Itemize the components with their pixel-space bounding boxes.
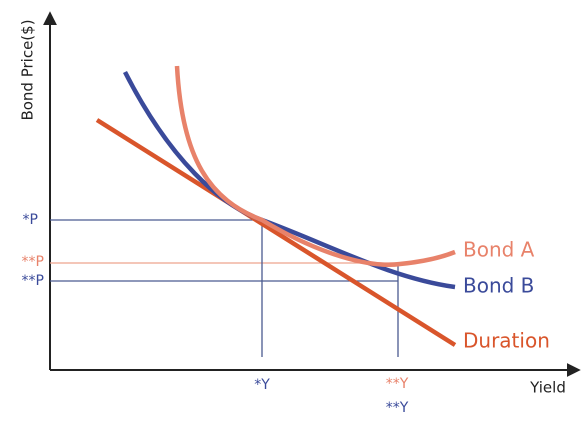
x-axis-label: Yield bbox=[529, 379, 566, 397]
price-label: **P bbox=[22, 273, 44, 289]
price-label: **P bbox=[22, 254, 44, 270]
curve-label: Bond B bbox=[463, 274, 534, 298]
bond-b-curve bbox=[122, 70, 456, 290]
price-label: *P bbox=[23, 212, 38, 228]
yield-label: *Y bbox=[254, 377, 270, 393]
duration-line bbox=[95, 118, 457, 347]
curve-label: Bond A bbox=[463, 238, 535, 262]
y-axis-label: Bond Price($) bbox=[19, 19, 37, 120]
curve-label: Duration bbox=[463, 329, 550, 353]
yield-label: **Y bbox=[386, 376, 409, 392]
bond-a-curve bbox=[174, 65, 456, 267]
yield-label: **Y bbox=[386, 400, 409, 416]
